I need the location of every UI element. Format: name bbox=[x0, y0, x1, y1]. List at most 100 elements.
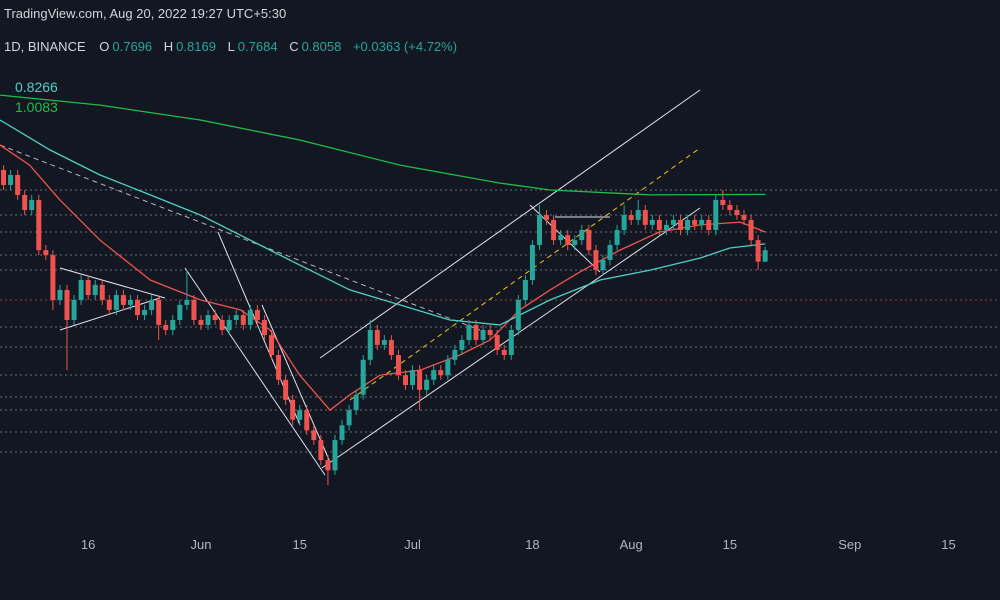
candle-body bbox=[536, 215, 542, 245]
candle-body bbox=[628, 215, 634, 220]
candle-body bbox=[635, 209, 641, 220]
ma-value: 0.8266 bbox=[15, 79, 58, 95]
candle-body bbox=[29, 199, 35, 210]
candle-body bbox=[304, 410, 310, 431]
candle-body bbox=[755, 240, 761, 262]
x-tick-label: 15 bbox=[941, 537, 955, 552]
candle-body bbox=[699, 219, 705, 225]
candle-body bbox=[438, 370, 444, 376]
candle-body bbox=[360, 359, 366, 395]
candle-body bbox=[621, 215, 627, 230]
candle-body bbox=[339, 425, 345, 441]
ma-value: 1.0083 bbox=[15, 99, 58, 115]
ohlc-value: 0.8058 bbox=[301, 39, 342, 54]
candle-body bbox=[748, 219, 754, 241]
candle-body bbox=[544, 215, 550, 220]
candle-body bbox=[593, 250, 599, 271]
candle-body bbox=[247, 309, 253, 325]
candle-body bbox=[57, 289, 63, 300]
candle-body bbox=[663, 224, 669, 230]
candle-body bbox=[297, 410, 303, 420]
candle-body bbox=[318, 440, 324, 461]
header-line: TradingView.com, Aug 20, 2022 19:27 UTC+… bbox=[4, 6, 289, 21]
candle-body bbox=[50, 255, 56, 300]
x-tick-label: 15 bbox=[723, 537, 737, 552]
candle-body bbox=[431, 370, 437, 380]
x-tick-label: 16 bbox=[81, 537, 95, 552]
moving-average bbox=[0, 94, 766, 196]
candle-body bbox=[198, 319, 204, 325]
candle-body bbox=[508, 329, 514, 356]
candle-body bbox=[741, 215, 747, 220]
candle-body bbox=[452, 349, 458, 360]
candle-body bbox=[367, 329, 373, 360]
x-tick-label: 15 bbox=[292, 537, 306, 552]
candle-body bbox=[106, 299, 112, 310]
candle-body bbox=[135, 299, 141, 316]
ohlc-line: 1D, BINANCE O 0.7696 H 0.8169 L 0.7684 C 0.8… bbox=[4, 39, 465, 54]
candle-body bbox=[515, 299, 521, 330]
candle-body bbox=[290, 399, 296, 420]
candle-body bbox=[212, 315, 218, 320]
candle-body bbox=[529, 244, 535, 280]
candle-body bbox=[466, 324, 472, 340]
candle-body bbox=[233, 315, 239, 320]
candle-body bbox=[113, 295, 119, 310]
candle-body bbox=[445, 359, 451, 376]
change: +0.0363 (+4.72%) bbox=[352, 39, 458, 54]
candle-body bbox=[163, 324, 169, 330]
candle-body bbox=[501, 349, 507, 356]
candle-body bbox=[92, 284, 98, 296]
candle-body bbox=[494, 335, 500, 350]
ohlc-label: L bbox=[227, 39, 235, 54]
ohlc-value: 0.7696 bbox=[112, 39, 153, 54]
source: TradingView.com, Aug 20, 2022 19:27 UTC+… bbox=[4, 6, 287, 21]
candle-body bbox=[388, 339, 394, 356]
candle-body bbox=[381, 339, 387, 345]
candle-body bbox=[424, 379, 430, 390]
candle-body bbox=[142, 309, 148, 316]
candle-body bbox=[551, 219, 557, 241]
ohlc-label: O bbox=[99, 39, 110, 54]
candle-body bbox=[184, 299, 190, 305]
candle-body bbox=[311, 430, 317, 441]
candle-body bbox=[713, 199, 719, 230]
candle-body bbox=[586, 229, 592, 251]
candle-body bbox=[522, 279, 528, 300]
x-tick-label: 18 bbox=[525, 537, 539, 552]
candle-body bbox=[670, 219, 676, 225]
candle-body bbox=[706, 219, 712, 230]
candle-body bbox=[127, 299, 133, 305]
candle-body bbox=[642, 209, 648, 225]
drawings bbox=[0, 89, 1000, 476]
candle-body bbox=[395, 355, 401, 376]
candle-body bbox=[205, 315, 211, 325]
candle-body bbox=[403, 375, 409, 386]
candle-body bbox=[1, 169, 7, 185]
candle-body bbox=[565, 235, 571, 245]
candle-body bbox=[276, 355, 282, 380]
candle-body bbox=[78, 279, 84, 300]
candle-body bbox=[120, 295, 126, 305]
candle-body bbox=[685, 219, 691, 230]
x-tick-label: Sep bbox=[838, 537, 861, 552]
candle-body bbox=[459, 339, 465, 350]
candle-body bbox=[85, 279, 91, 296]
ohlc-label: C bbox=[289, 39, 299, 54]
candle-body bbox=[261, 319, 267, 336]
candle-body bbox=[325, 460, 331, 471]
candle-body bbox=[487, 329, 493, 336]
candle-body bbox=[15, 174, 21, 195]
candle-body bbox=[226, 319, 232, 330]
candle-body bbox=[177, 304, 183, 320]
candle-body bbox=[762, 250, 768, 262]
candle-body bbox=[649, 219, 655, 225]
candle-body bbox=[720, 199, 726, 206]
candle-body bbox=[614, 229, 620, 245]
plot: 16 Jun 15 Jul 18 Aug 15 Sep 15 bbox=[0, 94, 956, 552]
candle-body bbox=[579, 229, 585, 241]
candle-body bbox=[346, 410, 352, 426]
candle-body bbox=[734, 209, 740, 216]
candle-body bbox=[254, 309, 260, 320]
